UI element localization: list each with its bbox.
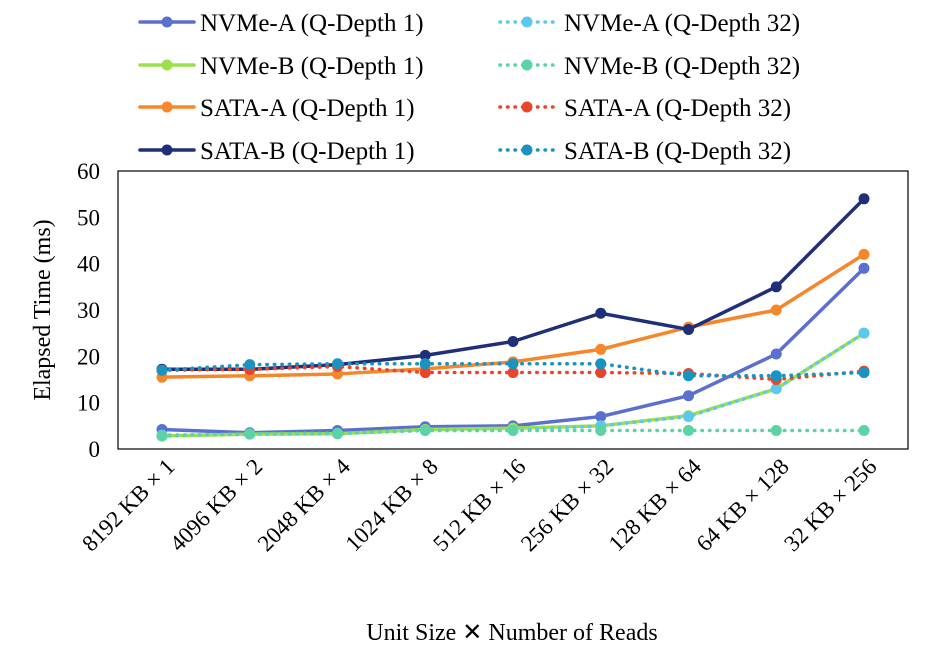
- legend-label: SATA-A (Q-Depth 32): [564, 95, 791, 122]
- data-point: [332, 358, 343, 370]
- legend-label: SATA-A (Q-Depth 1): [200, 95, 415, 122]
- data-point: [595, 411, 607, 423]
- data-point: [683, 411, 694, 423]
- y-tick-label: 20: [77, 344, 100, 369]
- series-line: [160, 266, 866, 435]
- x-axis-label: Unit Size ✕ Number of Reads: [366, 620, 657, 646]
- series-layer: [156, 193, 870, 442]
- data-point: [595, 307, 607, 319]
- legend-label: SATA-B (Q-Depth 32): [564, 138, 791, 165]
- x-tick-label: 128 KB × 64: [604, 454, 707, 557]
- legend-item: SATA-A (Q-Depth 32): [498, 95, 791, 122]
- legend-item: NVMe-B (Q-Depth 32): [498, 53, 800, 80]
- legend: NVMe-A (Q-Depth 1) NVMe-A (Q-Depth 32) NVM…: [138, 10, 800, 165]
- y-tick-label: 10: [77, 391, 100, 416]
- data-point: [156, 364, 168, 376]
- y-tick-label: 60: [77, 159, 100, 184]
- legend-label: SATA-B (Q-Depth 1): [200, 138, 415, 165]
- legend-label: NVMe-A (Q-Depth 1): [200, 10, 424, 37]
- plot-area-frame: [117, 170, 909, 450]
- y-axis-label: Elapsed Time (ms): [30, 219, 56, 400]
- data-point: [858, 193, 870, 205]
- series-6: [156, 193, 870, 375]
- x-tick-label: 4096 KB × 2: [165, 454, 267, 556]
- legend-item: NVMe-A (Q-Depth 32): [498, 10, 800, 37]
- data-point: [770, 348, 782, 360]
- x-tick-label: 1024 KB × 8: [340, 454, 442, 556]
- data-point: [858, 327, 870, 339]
- series-3: [156, 424, 870, 442]
- data-point: [595, 424, 607, 436]
- data-point: [507, 358, 519, 370]
- legend-swatch-marker: [161, 101, 173, 113]
- data-point: [419, 358, 431, 370]
- data-point: [595, 358, 607, 370]
- legend-item: SATA-A (Q-Depth 1): [138, 95, 415, 122]
- x-tick-label: 64 KB × 128: [691, 454, 793, 556]
- legend-swatch-marker: [161, 144, 173, 156]
- x-tick-label: 512 KB × 16: [428, 454, 530, 556]
- legend-item: SATA-B (Q-Depth 1): [138, 138, 415, 165]
- x-tick-label: 256 KB × 32: [516, 454, 618, 556]
- data-point: [683, 323, 694, 335]
- legend-label: NVMe-B (Q-Depth 32): [564, 53, 800, 80]
- data-point: [858, 367, 870, 379]
- series-7: [156, 358, 870, 382]
- data-point: [683, 424, 694, 436]
- data-point: [858, 262, 870, 274]
- y-tick-label: 50: [77, 205, 100, 230]
- data-point: [244, 359, 256, 371]
- series-0: [156, 262, 870, 439]
- data-point: [244, 428, 256, 440]
- legend-swatch-marker: [521, 144, 533, 156]
- data-point: [770, 424, 782, 436]
- legend-item: NVMe-B (Q-Depth 1): [138, 53, 424, 80]
- legend-swatch-marker: [521, 59, 533, 71]
- legend-swatch-marker: [161, 16, 173, 28]
- data-point: [507, 424, 519, 436]
- data-point: [507, 367, 519, 379]
- data-point: [770, 370, 782, 382]
- legend-item: NVMe-A (Q-Depth 1): [138, 10, 424, 37]
- data-point: [419, 349, 431, 361]
- x-tick-label: 8192 KB × 1: [77, 454, 179, 556]
- legend-swatch-marker: [521, 101, 533, 113]
- data-point: [683, 370, 694, 382]
- data-point: [156, 430, 168, 442]
- y-axis-ticks: 0 10 20 30 40 50 60: [77, 159, 100, 462]
- legend-label: NVMe-A (Q-Depth 32): [564, 10, 800, 37]
- y-tick-label: 30: [77, 298, 100, 323]
- data-point: [419, 424, 431, 436]
- data-point: [683, 390, 694, 402]
- legend-swatch-marker: [521, 16, 533, 28]
- data-point: [507, 336, 519, 348]
- data-point: [770, 383, 782, 395]
- legend-item: SATA-B (Q-Depth 32): [498, 138, 791, 165]
- y-tick-label: 40: [77, 252, 100, 277]
- y-tick-label: 0: [89, 437, 101, 462]
- data-point: [595, 343, 607, 355]
- x-tick-label: 32 KB × 256: [779, 454, 881, 556]
- data-point: [419, 367, 431, 379]
- data-point: [770, 281, 782, 293]
- legend-swatch-marker: [161, 59, 173, 71]
- x-tick-label: 2048 KB × 4: [253, 454, 356, 557]
- legend-label: NVMe-B (Q-Depth 1): [200, 53, 424, 80]
- data-point: [770, 304, 782, 316]
- series-line: [160, 331, 866, 437]
- data-point: [858, 248, 870, 260]
- data-point: [858, 424, 870, 436]
- data-point: [595, 367, 607, 379]
- data-point: [332, 427, 343, 439]
